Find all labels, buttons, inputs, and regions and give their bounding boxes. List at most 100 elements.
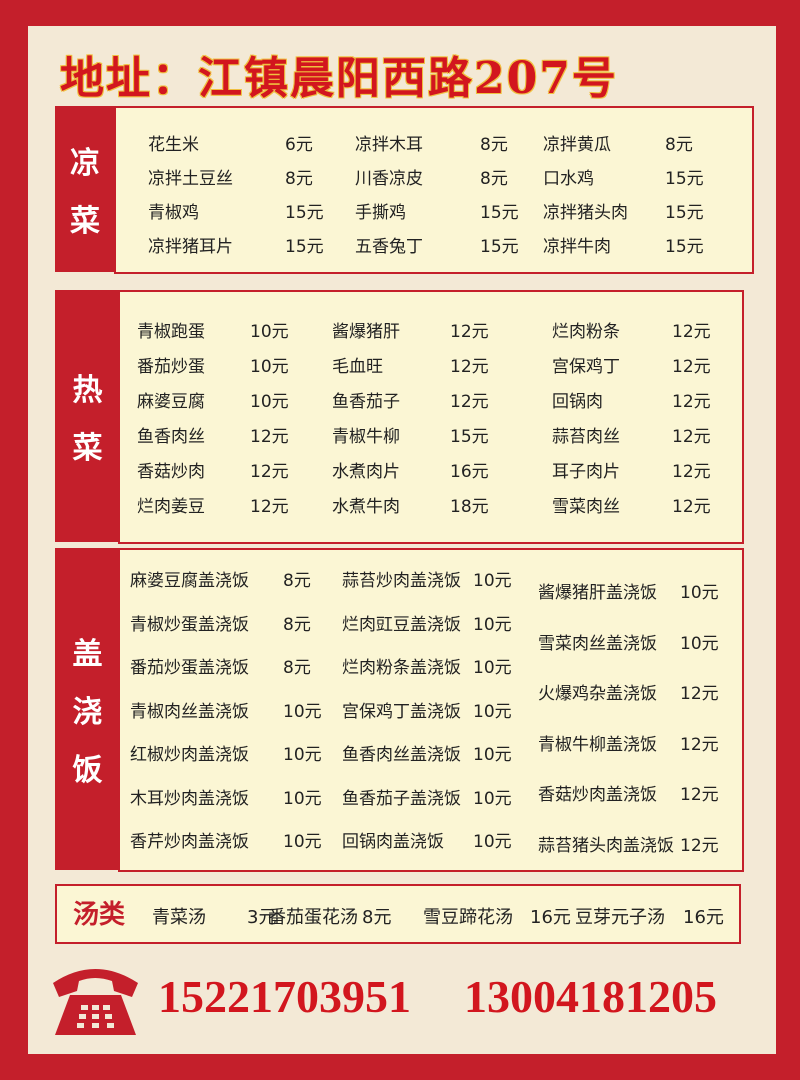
- section-soup-label: 汤类: [72, 899, 125, 930]
- section-label-char: 菜: [72, 431, 103, 466]
- menu-item-price: 12元: [672, 392, 711, 412]
- menu-item-name: 番茄炒蛋: [137, 357, 205, 377]
- soup-item-price: 16元: [683, 907, 724, 928]
- menu-item-price: 8元: [480, 169, 508, 189]
- menu-item-price: 10元: [473, 832, 512, 852]
- phone-number-1[interactable]: 15221703951: [158, 971, 411, 1022]
- menu-item-price: 12元: [672, 427, 711, 447]
- menu-item-price: 15元: [450, 427, 489, 447]
- menu-item-price: 12元: [672, 357, 711, 377]
- menu-item-name: 凉拌猪耳片: [148, 237, 233, 257]
- menu-item-price: 12元: [250, 497, 289, 517]
- menu-item-name: 宫保鸡丁盖浇饭: [342, 701, 461, 722]
- menu-item-name: 五香兔丁: [355, 237, 423, 257]
- menu-item-name: 烂肉粉条: [552, 322, 620, 342]
- phone-number-2[interactable]: 13004181205: [464, 971, 717, 1022]
- menu-item-price: 12元: [250, 427, 289, 447]
- menu-item-name: 鱼香茄子盖浇饭: [342, 788, 461, 809]
- menu-item-name: 青椒炒蛋盖浇饭: [130, 614, 249, 635]
- menu-item-name: 回锅肉: [552, 392, 603, 412]
- section-label-char: 菜: [70, 204, 100, 239]
- menu-item-name: 青椒肉丝盖浇饭: [130, 701, 249, 722]
- menu-item-name: 毛血旺: [332, 357, 383, 377]
- section-hot-box: [118, 290, 744, 544]
- menu-item-price: 18元: [450, 497, 489, 517]
- menu-item-name: 鱼香茄子: [332, 392, 400, 412]
- menu-item-price: 15元: [665, 169, 704, 189]
- menu-item-name: 香芹炒肉盖浇饭: [130, 832, 249, 852]
- menu-item-price: 10元: [473, 614, 512, 635]
- menu-item-price: 10元: [250, 357, 289, 377]
- menu-item-name: 口水鸡: [543, 169, 594, 189]
- menu-item-name: 蒜苔炒肉盖浇饭: [342, 571, 461, 591]
- section-label-char: 盖: [72, 637, 103, 672]
- menu-item-price: 10元: [473, 571, 512, 591]
- menu-item-price: 12元: [450, 392, 489, 412]
- menu-item-name: 蒜苔猪头肉盖浇饭: [538, 835, 674, 856]
- menu-item-name: 鱼香肉丝盖浇饭: [342, 745, 461, 765]
- menu-item-price: 8元: [285, 169, 313, 189]
- menu-item-name: 青椒鸡: [148, 203, 199, 223]
- menu-item-price: 12元: [672, 462, 711, 482]
- section-label-char: 凉: [70, 146, 100, 181]
- menu-item-name: 耳子肉片: [552, 462, 620, 482]
- menu-item-price: 10元: [680, 583, 719, 603]
- menu-item-name: 雪菜肉丝: [552, 497, 620, 517]
- soup-item-name: 雪豆蹄花汤: [423, 907, 513, 928]
- section-soup-box: [55, 884, 741, 944]
- menu-item-name: 麻婆豆腐盖浇饭: [130, 571, 249, 591]
- soup-item-price: 16元: [530, 907, 571, 928]
- menu-item-price: 8元: [283, 571, 311, 591]
- section-cold-label: 凉菜: [55, 106, 115, 272]
- section-label-char: 浇: [72, 695, 103, 730]
- menu-item-price: 8元: [665, 135, 693, 155]
- menu-item-name: 木耳炒肉盖浇饭: [130, 788, 249, 809]
- menu-item-name: 回锅肉盖浇饭: [342, 832, 444, 852]
- menu-item-name: 凉拌木耳: [355, 135, 423, 155]
- soup-item-price: 3元: [247, 907, 277, 928]
- menu-item-price: 12元: [680, 835, 719, 856]
- menu-item-name: 水煮肉片: [332, 462, 400, 482]
- menu-item-name: 麻婆豆腐: [137, 392, 205, 412]
- soup-item-name: 番茄蛋花汤: [268, 907, 358, 928]
- menu-item-name: 烂肉粉条盖浇饭: [342, 658, 461, 678]
- menu-item-name: 番茄炒蛋盖浇饭: [130, 658, 249, 678]
- menu-item-name: 火爆鸡杂盖浇饭: [538, 684, 657, 704]
- menu-item-name: 凉拌黄瓜: [543, 135, 611, 155]
- menu-item-name: 蒜苔肉丝: [552, 427, 620, 447]
- menu-item-price: 10元: [283, 788, 322, 809]
- menu-item-price: 15元: [480, 237, 519, 257]
- section-label-char: 饭: [72, 753, 103, 788]
- section-rice-label: 盖浇饭: [55, 548, 120, 870]
- menu-item-price: 12元: [450, 357, 489, 377]
- menu-item-price: 15元: [665, 237, 704, 257]
- address-title: 地址：江镇晨阳西路207号: [60, 53, 618, 104]
- menu-item-name: 烂肉豇豆盖浇饭: [342, 614, 461, 635]
- section-cold-box: [114, 106, 754, 274]
- menu-item-price: 8元: [480, 135, 508, 155]
- menu-item-name: 凉拌牛肉: [543, 237, 611, 257]
- menu-item-name: 手撕鸡: [355, 203, 406, 223]
- menu-item-price: 15元: [285, 203, 324, 223]
- menu-item-price: 15元: [665, 203, 704, 223]
- menu-item-price: 10元: [250, 392, 289, 412]
- menu-item-name: 香菇炒肉: [137, 462, 205, 482]
- menu-item-name: 鱼香肉丝: [137, 427, 205, 447]
- menu-item-price: 10元: [473, 745, 512, 765]
- menu-item-price: 12元: [672, 497, 711, 517]
- menu-item-name: 红椒炒肉盖浇饭: [130, 745, 249, 765]
- menu-item-price: 8元: [283, 614, 311, 635]
- menu-item-name: 青椒牛柳盖浇饭: [538, 734, 657, 755]
- soup-item-name: 青菜汤: [152, 907, 206, 928]
- menu-item-price: 10元: [283, 832, 322, 852]
- menu-item-price: 10元: [250, 322, 289, 342]
- telephone-icon: [53, 969, 138, 1035]
- menu-item-price: 8元: [283, 658, 311, 678]
- menu-item-name: 花生米: [148, 135, 199, 155]
- soup-item-name: 豆芽元子汤: [575, 907, 665, 928]
- menu-item-name: 凉拌土豆丝: [148, 169, 233, 189]
- menu-item-price: 6元: [285, 135, 313, 155]
- menu-item-price: 16元: [450, 462, 489, 482]
- menu-item-name: 香菇炒肉盖浇饭: [538, 785, 657, 805]
- menu-item-price: 10元: [680, 633, 719, 654]
